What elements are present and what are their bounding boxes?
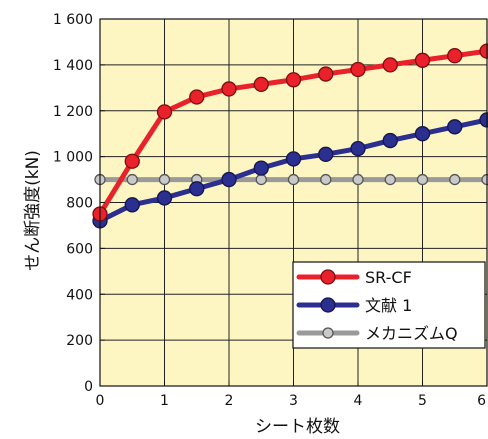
y-tick-label: 200 <box>66 333 93 349</box>
data-point <box>414 126 431 142</box>
legend-item: 文献 1 <box>296 296 412 315</box>
data-point <box>350 61 366 78</box>
y-tick-label: 1 400 <box>53 58 93 74</box>
data-point <box>350 140 366 157</box>
data-point <box>189 181 205 197</box>
y-tick-label: 1 000 <box>53 150 93 166</box>
data-point <box>253 76 269 93</box>
y-tick-label: 0 <box>84 379 93 395</box>
x-tick-label: 3 <box>289 393 298 409</box>
data-point <box>318 146 334 162</box>
x-axis-label: シート枚数 <box>255 417 340 437</box>
data-point <box>416 173 429 186</box>
data-point <box>447 119 463 135</box>
legend-item: メカニズムQ <box>296 324 458 343</box>
y-axis-label: せん断強度(kN) <box>23 150 43 271</box>
data-point <box>126 173 138 186</box>
data-point <box>156 104 173 120</box>
legend-label: メカニズムQ <box>365 324 458 343</box>
y-axis-ticks: 0 200 400 600 800 1 000 1 200 1 400 1 600 <box>53 12 105 395</box>
legend-item: SR-CF <box>296 268 412 287</box>
y-tick-label: 800 <box>66 196 93 212</box>
data-point <box>285 72 302 88</box>
data-point <box>352 173 364 186</box>
x-axis-ticks: 0 1 2 3 4 5 6 <box>96 381 488 409</box>
data-point <box>318 66 334 82</box>
y-tick-label: 1 600 <box>53 12 93 28</box>
legend-swatch-marker <box>320 297 336 313</box>
series-2 <box>94 173 488 186</box>
legend-swatch-marker <box>320 269 336 285</box>
data-point <box>449 173 461 186</box>
data-point <box>221 171 237 188</box>
data-point <box>320 173 332 186</box>
data-point <box>156 190 173 206</box>
data-point <box>287 173 300 186</box>
data-point <box>285 151 302 167</box>
legend-label: 文献 1 <box>365 296 412 315</box>
data-point <box>447 48 463 64</box>
data-point <box>221 81 237 97</box>
data-point <box>382 57 398 73</box>
x-tick-label: 5 <box>418 393 427 409</box>
data-point <box>158 173 171 186</box>
data-point <box>382 132 398 149</box>
data-point <box>255 173 267 186</box>
series-layer <box>92 43 488 229</box>
y-tick-label: 400 <box>66 287 93 303</box>
data-point <box>124 197 140 213</box>
x-tick-label: 4 <box>354 393 363 409</box>
legend-label: SR-CF <box>365 268 412 287</box>
data-point <box>253 160 269 176</box>
y-tick-label: 600 <box>66 241 93 257</box>
data-point <box>384 173 396 186</box>
data-point <box>189 89 205 105</box>
data-point <box>124 153 140 169</box>
x-tick-label: 6 <box>477 393 486 409</box>
x-tick-label: 1 <box>160 393 169 409</box>
data-point <box>414 52 431 68</box>
x-tick-label: 0 <box>96 393 105 409</box>
y-tick-label: 1 200 <box>53 104 93 120</box>
legend-swatch-marker <box>322 327 334 339</box>
series-0 <box>92 43 488 222</box>
x-tick-label: 2 <box>225 393 234 409</box>
legend: SR-CF 文献 1 メカニズムQ <box>292 261 486 349</box>
